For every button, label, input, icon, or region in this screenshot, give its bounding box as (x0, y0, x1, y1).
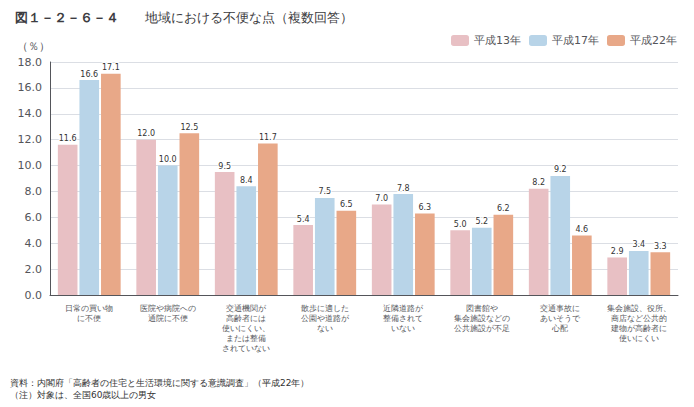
svg-text:散歩に適した: 散歩に適した (301, 304, 349, 313)
svg-text:8.0: 8.0 (25, 185, 43, 198)
svg-text:17.1: 17.1 (102, 63, 120, 72)
svg-text:4.0: 4.0 (25, 237, 43, 250)
svg-text:整備されて: 整備されて (383, 314, 423, 323)
svg-text:3.3: 3.3 (654, 242, 667, 251)
svg-text:平成22年: 平成22年 (630, 34, 677, 47)
svg-text:8.4: 8.4 (240, 176, 253, 185)
svg-text:12.0: 12.0 (18, 133, 43, 146)
svg-text:7.5: 7.5 (318, 187, 331, 196)
svg-text:公共施設が不足: 公共施設が不足 (454, 324, 510, 333)
svg-text:使いにくい: 使いにくい (619, 334, 659, 343)
svg-text:ない: ない (317, 324, 333, 333)
svg-text:16.0: 16.0 (18, 81, 43, 94)
svg-text:心配: 心配 (551, 324, 568, 333)
svg-text:資料：内閣府「高齢者の住宅と生活環境に関する意識調査」（平成: 資料：内閣府「高齢者の住宅と生活環境に関する意識調査」（平成22年） (10, 378, 309, 388)
svg-text:2.9: 2.9 (611, 247, 624, 256)
svg-text:または整備: または整備 (226, 334, 266, 343)
svg-text:5.2: 5.2 (475, 217, 488, 226)
svg-text:10.0: 10.0 (159, 155, 177, 164)
svg-text:9.2: 9.2 (554, 165, 567, 174)
svg-text:近隣道路が: 近隣道路が (383, 304, 424, 313)
svg-text:12.0: 12.0 (137, 129, 155, 138)
svg-text:18.0: 18.0 (18, 56, 43, 69)
svg-text:交通事故に: 交通事故に (540, 304, 580, 313)
svg-text:3.4: 3.4 (632, 240, 645, 249)
svg-text:7.8: 7.8 (397, 184, 410, 193)
svg-text:建物が高齢者に: 建物が高齢者に (610, 324, 667, 333)
svg-text:6.2: 6.2 (497, 204, 510, 213)
svg-text:12.5: 12.5 (180, 123, 198, 132)
svg-text:5.0: 5.0 (454, 220, 467, 229)
svg-text:4.6: 4.6 (575, 225, 588, 234)
svg-text:集会施設などの: 集会施設などの (454, 314, 510, 323)
svg-text:医院や病院への: 医院や病院への (140, 304, 196, 313)
svg-text:通院に不便: 通院に不便 (148, 314, 188, 323)
svg-text:図１－２－６－４: 図１－２－６－４ (15, 10, 119, 25)
svg-text:交通機関が: 交通機関が (226, 304, 267, 313)
svg-text:公園や道路が: 公園や道路が (301, 314, 350, 323)
svg-text:8.2: 8.2 (532, 178, 545, 187)
svg-text:集会施設、役所、: 集会施設、役所、 (607, 304, 671, 313)
svg-text:11.6: 11.6 (59, 134, 77, 143)
svg-text:高齢者には: 高齢者には (226, 314, 266, 323)
svg-text:平成13年: 平成13年 (474, 34, 521, 47)
svg-text:11.7: 11.7 (259, 133, 277, 142)
svg-text:日常の買い物: 日常の買い物 (65, 304, 113, 313)
svg-text:0.0: 0.0 (25, 289, 43, 302)
svg-text:あいそうで: あいそうで (540, 314, 581, 323)
svg-text:6.0: 6.0 (25, 211, 43, 224)
svg-text:（注）対象は、全国60歳以上の男女: （注）対象は、全国60歳以上の男女 (10, 390, 156, 400)
svg-text:14.0: 14.0 (18, 107, 43, 120)
svg-text:16.6: 16.6 (80, 70, 98, 79)
svg-text:5.4: 5.4 (297, 215, 310, 224)
svg-text:図書館や: 図書館や (466, 304, 498, 313)
svg-text:2.0: 2.0 (25, 263, 43, 276)
svg-text:9.5: 9.5 (218, 162, 231, 171)
svg-text:平成17年: 平成17年 (552, 34, 599, 47)
svg-text:されていない: されていない (222, 344, 270, 353)
svg-text:いない: いない (391, 324, 415, 333)
svg-text:6.5: 6.5 (340, 200, 353, 209)
svg-text:に不便: に不便 (77, 314, 101, 323)
svg-text:使いにくい、: 使いにくい、 (222, 324, 270, 333)
svg-text:10.0: 10.0 (18, 159, 43, 172)
svg-text:地域における不便な点（複数回答）: 地域における不便な点（複数回答） (144, 10, 353, 25)
svg-text:6.3: 6.3 (418, 203, 431, 212)
svg-text:商店など公共的: 商店など公共的 (611, 314, 667, 323)
svg-text:7.0: 7.0 (375, 194, 388, 203)
svg-text:（％）: （％） (17, 40, 50, 53)
